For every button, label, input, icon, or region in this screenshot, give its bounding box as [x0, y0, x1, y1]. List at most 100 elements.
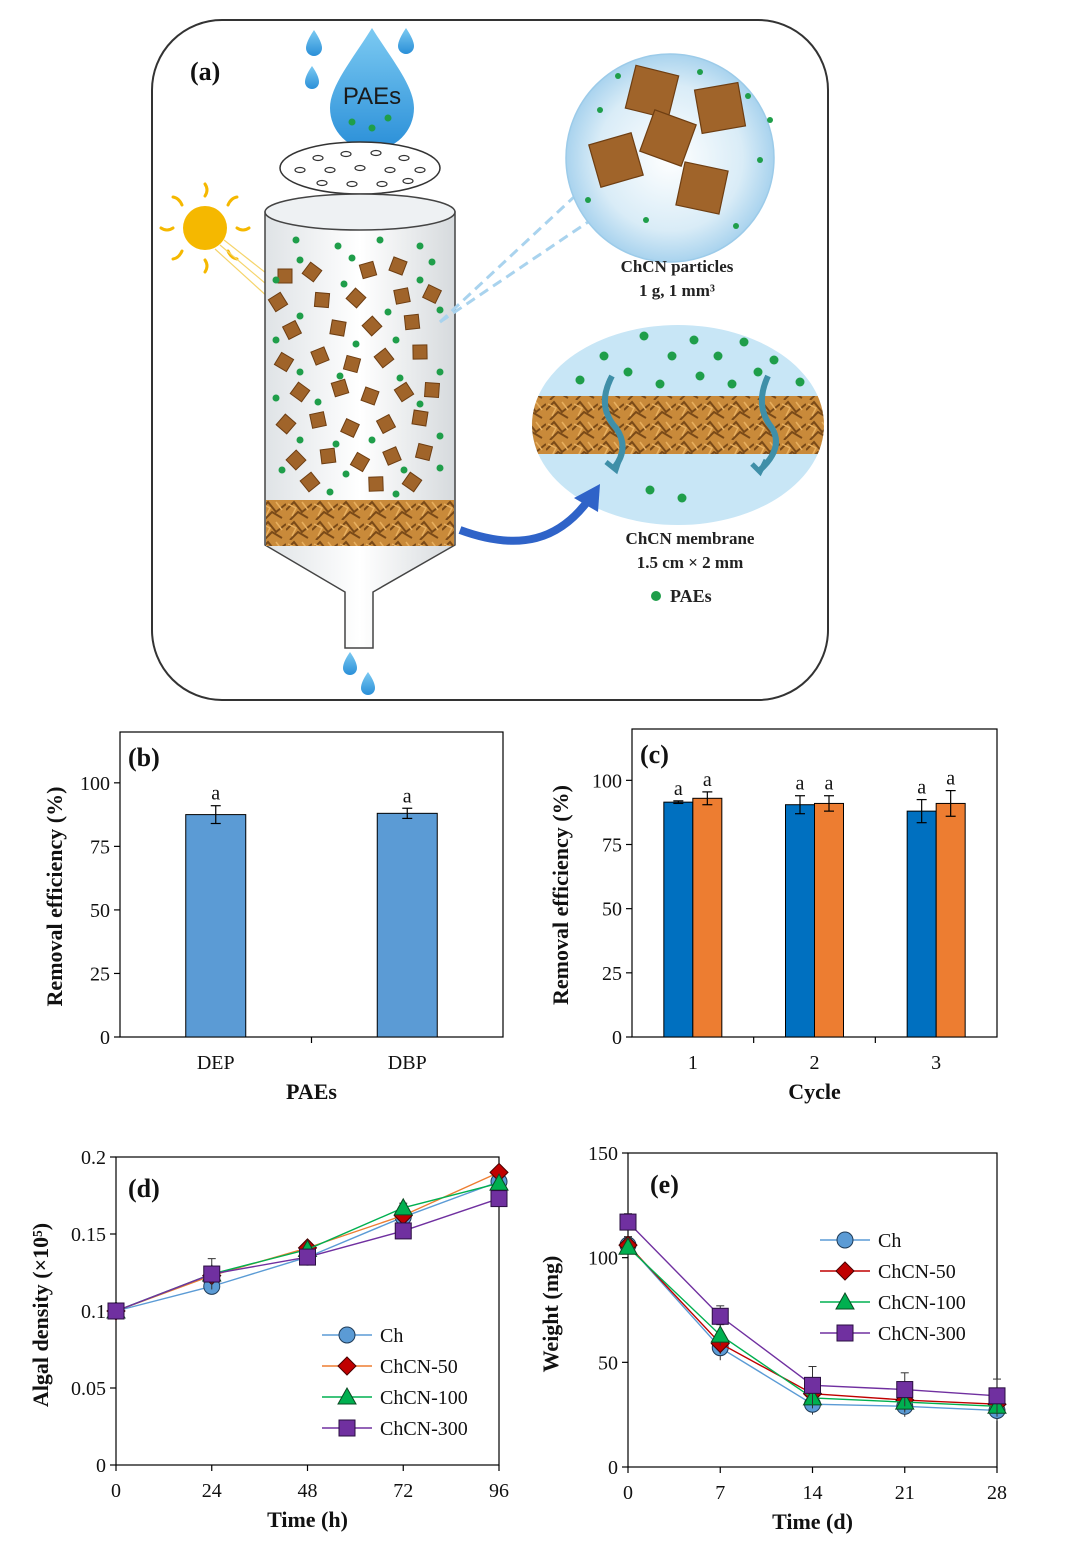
marker-circle — [338, 1326, 356, 1344]
marker-square — [490, 1190, 508, 1208]
zoom-connector — [438, 166, 607, 324]
particles-bubble — [565, 53, 775, 263]
chcn-particle — [360, 386, 380, 406]
bar — [692, 797, 723, 1038]
marker-square — [804, 1376, 821, 1394]
pae-dot — [597, 107, 603, 113]
chcn-particle — [313, 291, 331, 309]
y-tick-label: 100 — [588, 1248, 618, 1270]
legend-label: Ch — [380, 1325, 403, 1347]
pae-dot — [334, 242, 342, 250]
y-tick-label: 0 — [608, 1457, 618, 1479]
chcn-particle — [414, 442, 434, 462]
column-particles — [267, 236, 444, 498]
significance-label: a — [825, 773, 834, 795]
x-tick-label: 21 — [895, 1482, 915, 1504]
pae-dot — [436, 306, 444, 314]
marker-square — [107, 1302, 125, 1320]
pae-dot — [278, 466, 286, 474]
x-tick-label: 3 — [931, 1052, 941, 1074]
marker-square — [711, 1307, 729, 1325]
pae-dot — [352, 340, 360, 348]
pae-dot — [332, 440, 340, 448]
chart-b: 0 25 50 75 100 DEP a DBP a (b) PAEs Removal efficie… — [42, 731, 504, 1104]
legend: Ch ChCN-50 ChCN-100 ChCN-300 — [322, 1325, 468, 1440]
x-tick-label: 2 — [810, 1052, 820, 1074]
significance-label: a — [211, 783, 220, 805]
particles-caption-line1: ChCN particles — [621, 257, 734, 276]
marker-triangle — [337, 1386, 357, 1405]
y-tick-label: 0.05 — [71, 1378, 106, 1400]
chcn-particle — [361, 315, 383, 337]
membrane-caption-line2: 1.5 cm × 2 mm — [637, 553, 743, 572]
chcn-particle-large — [639, 109, 697, 167]
pae-dot — [733, 223, 739, 229]
chcn-particle — [277, 268, 293, 284]
marker-diamond — [337, 1356, 357, 1376]
chcn-particle — [403, 313, 421, 331]
chcn-particle — [309, 411, 327, 429]
significance-label: a — [946, 768, 955, 790]
marker-square — [619, 1213, 637, 1231]
pae-dot — [396, 374, 404, 382]
bar — [935, 802, 966, 1038]
chcn-particle — [285, 449, 307, 471]
marker-triangle — [393, 1197, 414, 1216]
chart-e: 0 50 100 150 0 7 14 21 28 Ch ChCN-50 ChCN-100 ChCN-3… — [538, 1143, 1007, 1534]
chcn-particle — [281, 319, 303, 341]
x-tick-label: 0 — [623, 1482, 633, 1504]
marker-diamond — [835, 1261, 855, 1281]
y-tick-label: 0.2 — [81, 1147, 106, 1169]
marker-square — [988, 1387, 1006, 1405]
legend-label: ChCN-300 — [380, 1418, 468, 1440]
x-axis-title: Time (d) — [772, 1509, 853, 1534]
pae-dot — [326, 488, 334, 496]
particles-caption-line2: 1 g, 1 mm³ — [639, 281, 715, 300]
chcn-particle — [375, 413, 397, 435]
significance-label: a — [703, 769, 712, 791]
y-tick-label: 100 — [592, 770, 622, 792]
x-tick-label: DEP — [197, 1052, 235, 1074]
pae-dot — [697, 69, 703, 75]
drop-label: PAEs — [343, 83, 401, 110]
marker-square — [896, 1381, 914, 1399]
y-tick-label: 50 — [90, 900, 110, 922]
legend-label: ChCN-50 — [878, 1261, 956, 1283]
y-axis-title: Removal efficiency (%) — [42, 787, 67, 1007]
y-tick-label: 0.1 — [81, 1301, 106, 1323]
pae-dot — [296, 256, 304, 264]
y-tick-label: 0.15 — [71, 1224, 106, 1246]
bar — [185, 814, 247, 1038]
series-chcn-100 — [106, 1173, 509, 1319]
marker-square — [836, 1324, 854, 1342]
chcn-particle — [329, 319, 347, 337]
y-tick-label: 25 — [90, 963, 110, 985]
zoom-arrowhead — [574, 484, 600, 512]
pae-dot — [392, 336, 400, 344]
marker-square — [203, 1265, 221, 1283]
column-membrane — [266, 500, 454, 546]
y-tick-label: 25 — [602, 963, 622, 985]
pae-dot — [585, 197, 591, 203]
pae-dot — [392, 490, 400, 498]
panel-label: (e) — [650, 1170, 679, 1199]
legend-label: ChCN-50 — [380, 1356, 458, 1378]
significance-label: a — [917, 777, 926, 799]
chcn-particle — [368, 476, 384, 492]
chcn-particle — [423, 381, 441, 399]
chcn-particle — [412, 344, 428, 360]
x-tick-label: DBP — [388, 1052, 427, 1074]
chcn-particle — [275, 413, 297, 435]
pae-dot — [348, 254, 356, 262]
pae-dot — [615, 73, 621, 79]
chcn-particle — [358, 260, 378, 280]
pae-dot — [296, 368, 304, 376]
y-tick-label: 100 — [80, 773, 110, 795]
chcn-particle-large — [624, 64, 680, 120]
chcn-particle — [411, 409, 429, 427]
series-chcn-300 — [619, 1213, 1006, 1413]
pae-dot — [336, 372, 344, 380]
pae-dot — [296, 312, 304, 320]
